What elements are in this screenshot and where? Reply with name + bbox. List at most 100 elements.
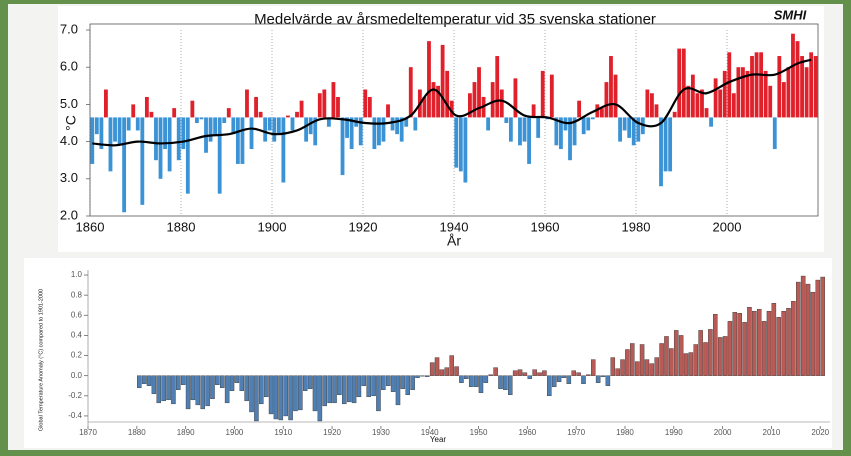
bar (331, 82, 336, 118)
bar (549, 74, 554, 118)
bar (217, 117, 222, 194)
bar (512, 370, 518, 376)
bar (420, 375, 425, 377)
bar (809, 52, 814, 118)
x-tick-label: 1920 (349, 219, 378, 234)
bar (349, 117, 354, 150)
bar (363, 89, 368, 118)
bar (737, 313, 742, 376)
bar (276, 117, 281, 135)
bar (768, 85, 773, 118)
bar (732, 312, 738, 376)
y-tick-label: 0.0 (71, 371, 83, 380)
bar (244, 375, 249, 402)
bar (766, 311, 772, 376)
bar (190, 375, 196, 401)
bar (226, 108, 231, 118)
bar (312, 375, 318, 412)
bar (395, 375, 401, 406)
bar (358, 117, 363, 146)
bar (273, 375, 279, 420)
bar (326, 117, 331, 127)
bar (371, 375, 376, 397)
y-tick-label: 7.0 (60, 21, 78, 36)
bar (137, 375, 142, 388)
bar (527, 117, 531, 164)
bar (595, 375, 601, 383)
bar (672, 111, 677, 118)
chart-title: Medelvärde av årsmedeltemperatur vid 35 … (254, 11, 656, 28)
bar (554, 117, 559, 146)
bar (581, 375, 586, 384)
bar (572, 117, 577, 146)
bar (231, 117, 236, 135)
bar (356, 375, 362, 398)
bar (663, 117, 668, 172)
bar (639, 344, 645, 376)
bar (463, 117, 468, 183)
bar (146, 375, 152, 386)
bar (144, 96, 149, 118)
bar (625, 349, 630, 376)
bar (586, 374, 591, 376)
bar (752, 311, 757, 376)
bar (495, 56, 500, 118)
bar (650, 93, 654, 118)
bar (249, 375, 254, 413)
bar (690, 74, 695, 118)
logo: SMHI (774, 7, 807, 22)
bar (290, 117, 295, 131)
bar (686, 85, 691, 118)
bar (213, 117, 218, 135)
bar (140, 117, 145, 205)
bar (176, 117, 181, 161)
bar (313, 117, 318, 146)
bar (366, 375, 371, 398)
x-axis-label: År (447, 233, 461, 249)
bar (566, 375, 572, 384)
y-tick-label: -0.2 (68, 391, 82, 400)
bar (156, 375, 162, 404)
bar (771, 303, 777, 376)
bar (791, 33, 795, 118)
x-tick-label: 1890 (177, 428, 195, 437)
y-tick-label: 1.0 (71, 270, 83, 279)
bar (281, 117, 286, 183)
bar (190, 100, 195, 118)
y-axis-label: °C (63, 115, 79, 131)
bar (429, 362, 435, 376)
bar (756, 309, 762, 376)
bar (395, 117, 400, 135)
bar (434, 357, 440, 376)
bar (517, 369, 523, 376)
bar (664, 336, 669, 376)
bar (654, 357, 659, 376)
bar (400, 375, 406, 389)
bar (171, 375, 176, 405)
bar (351, 375, 357, 404)
bar (800, 275, 806, 376)
y-tick-label: 3.0 (60, 170, 78, 185)
bar (722, 336, 728, 376)
bar (304, 117, 309, 142)
bar (413, 117, 418, 131)
bar (618, 117, 622, 142)
bar (381, 117, 386, 142)
bar (154, 117, 158, 161)
bar (488, 374, 493, 376)
bar (117, 117, 122, 146)
bar (708, 329, 713, 376)
bar (372, 117, 377, 150)
bar (377, 117, 381, 146)
bar (332, 375, 337, 404)
y-tick-label: -0.4 (68, 411, 82, 420)
bar (278, 375, 284, 421)
bar (483, 375, 489, 383)
bar (151, 375, 157, 394)
bar (473, 375, 479, 387)
bar (90, 117, 95, 164)
bar (727, 321, 733, 376)
bar (604, 82, 609, 118)
bar (649, 363, 655, 376)
